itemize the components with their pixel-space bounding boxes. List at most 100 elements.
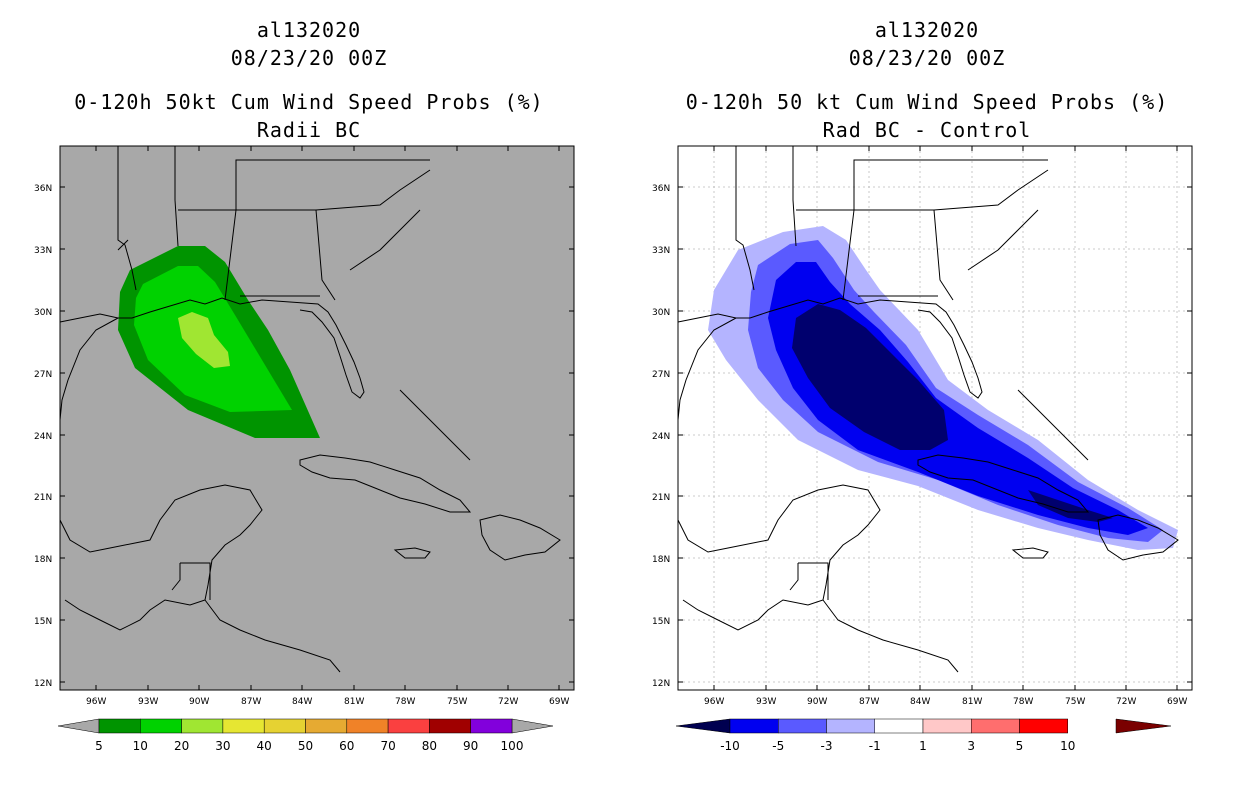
subtitle: Radii BC (256, 118, 362, 142)
colorbar-end-high (511, 718, 554, 734)
lat-labels: 36N 33N 30N 27N 24N 21N 18N 15N 12N (652, 184, 670, 689)
lat-label: 27N (34, 370, 52, 380)
date-title: 08/23/20 00Z (848, 46, 1006, 70)
left-panel: al132020 08/23/20 00Z 0-120h 50kt Cum Wi… (34, 18, 575, 753)
lat-label: 12N (34, 679, 52, 689)
lat-labels: 36N 33N 30N 27N 24N 21N 18N 15N 12N (34, 184, 52, 689)
colorbar-swatch (971, 718, 1020, 734)
lat-label: 27N (652, 370, 670, 380)
lat-label: 33N (652, 246, 670, 256)
colorbar-label: 10 (133, 739, 148, 753)
lon-label: 93W (138, 697, 158, 707)
probability-map: 36N 33N 30N 27N 24N 21N 18N 15N 12N 96W … (34, 145, 575, 753)
colorbar-label: 1 (919, 739, 927, 753)
lon-label: 75W (1065, 697, 1085, 707)
lon-label: 87W (859, 697, 879, 707)
lon-label: 87W (241, 697, 261, 707)
lat-label: 24N (652, 432, 670, 442)
right-panel: al132020 08/23/20 00Z 0-120h 50 kt Cum W… (618, 0, 1236, 800)
axis-ticks (678, 146, 1192, 690)
colorbar-swatch (181, 718, 224, 734)
colorbar-label: 40 (257, 739, 272, 753)
colorbar-label: 60 (339, 739, 354, 753)
colorbar-swatch (778, 718, 827, 734)
lon-label: 96W (704, 697, 724, 707)
lat-label: 21N (652, 493, 670, 503)
lon-label: 69W (1167, 697, 1187, 707)
lat-label: 21N (34, 493, 52, 503)
colorbar-swatch (222, 718, 265, 734)
difference-map: 36N 33N 30N 27N 24N 21N 18N 15N 12N 96W … (652, 145, 1193, 753)
storm-id-title: al132020 (256, 18, 362, 42)
lon-label: 84W (910, 697, 930, 707)
lon-label: 78W (1013, 697, 1033, 707)
product-title: 0-120h 50kt Cum Wind Speed Probs (%) (74, 90, 544, 114)
colorbar-label: 5 (1016, 739, 1024, 753)
colorbar-swatch (263, 718, 306, 734)
storm-id-title: al132020 (874, 18, 980, 42)
colorbar-label: -3 (821, 739, 833, 753)
lon-label: 90W (189, 697, 209, 707)
colorbar-label: 70 (380, 739, 395, 753)
lat-label: 12N (652, 679, 670, 689)
lat-label: 24N (34, 432, 52, 442)
colorbar-swatch (874, 718, 924, 734)
colorbar-end-high (1115, 718, 1172, 734)
colorbar-swatch (387, 718, 430, 734)
colorbar-swatch (1019, 718, 1068, 734)
lat-label: 36N (652, 184, 670, 194)
subtitle: Rad BC - Control (822, 118, 1032, 142)
lon-label: 93W (756, 697, 776, 707)
lon-label: 81W (962, 697, 982, 707)
colorbar-label: 30 (215, 739, 230, 753)
colorbar-label: 50 (298, 739, 313, 753)
lon-label: 78W (395, 697, 415, 707)
colorbar-label: 100 (501, 739, 524, 753)
colorbar-label: -1 (869, 739, 881, 753)
colorbar-swatch (140, 718, 182, 734)
lat-label: 18N (34, 555, 52, 565)
colorbar-swatch (346, 718, 389, 734)
date-title: 08/23/20 00Z (230, 46, 388, 70)
colorbar: -10 -5 -3 -1 1 3 5 10 (675, 718, 1172, 753)
colorbar-swatch (98, 718, 141, 734)
map-frame (59, 145, 575, 691)
colorbar: 5 10 20 30 40 50 60 70 80 90 100 (57, 718, 554, 753)
colorbar-label: 90 (463, 739, 478, 753)
colorbar-label: -10 (720, 739, 740, 753)
colorbar-swatch (470, 718, 513, 734)
colorbar-swatch (429, 718, 471, 734)
lon-label: 72W (498, 697, 518, 707)
lat-label: 15N (34, 617, 52, 627)
colorbar-end-low (675, 718, 731, 734)
colorbar-label: 10 (1060, 739, 1075, 753)
lat-label: 18N (652, 555, 670, 565)
lon-label: 90W (807, 697, 827, 707)
diff-contour-minus10 (792, 304, 948, 450)
colorbar-swatch (729, 718, 779, 734)
lat-label: 30N (652, 308, 670, 318)
lat-label: 30N (34, 308, 52, 318)
axis-ticks (60, 146, 574, 690)
coastlines (59, 146, 561, 673)
colorbar-label: 20 (174, 739, 189, 753)
colorbar-swatch (922, 718, 972, 734)
lon-label: 81W (344, 697, 364, 707)
lat-label: 15N (652, 617, 670, 627)
colorbar-label: 5 (95, 739, 103, 753)
lon-labels: 96W 93W 90W 87W 84W 81W 78W 75W 72W 69W (86, 697, 569, 707)
colorbar-swatch (305, 718, 348, 734)
lat-label: 33N (34, 246, 52, 256)
colorbar-label: 80 (422, 739, 437, 753)
prob-contour-20 (178, 312, 230, 368)
diff-contour-minus10b (1028, 490, 1113, 522)
lon-label: 84W (292, 697, 312, 707)
lon-labels: 96W 93W 90W 87W 84W 81W 78W 75W 72W 69W (704, 697, 1187, 707)
lon-label: 72W (1116, 697, 1136, 707)
colorbar-swatch (826, 718, 875, 734)
product-title: 0-120h 50 kt Cum Wind Speed Probs (%) (685, 90, 1169, 114)
colorbar-label: 3 (967, 739, 975, 753)
lon-label: 96W (86, 697, 106, 707)
lon-label: 69W (549, 697, 569, 707)
lon-label: 75W (447, 697, 467, 707)
